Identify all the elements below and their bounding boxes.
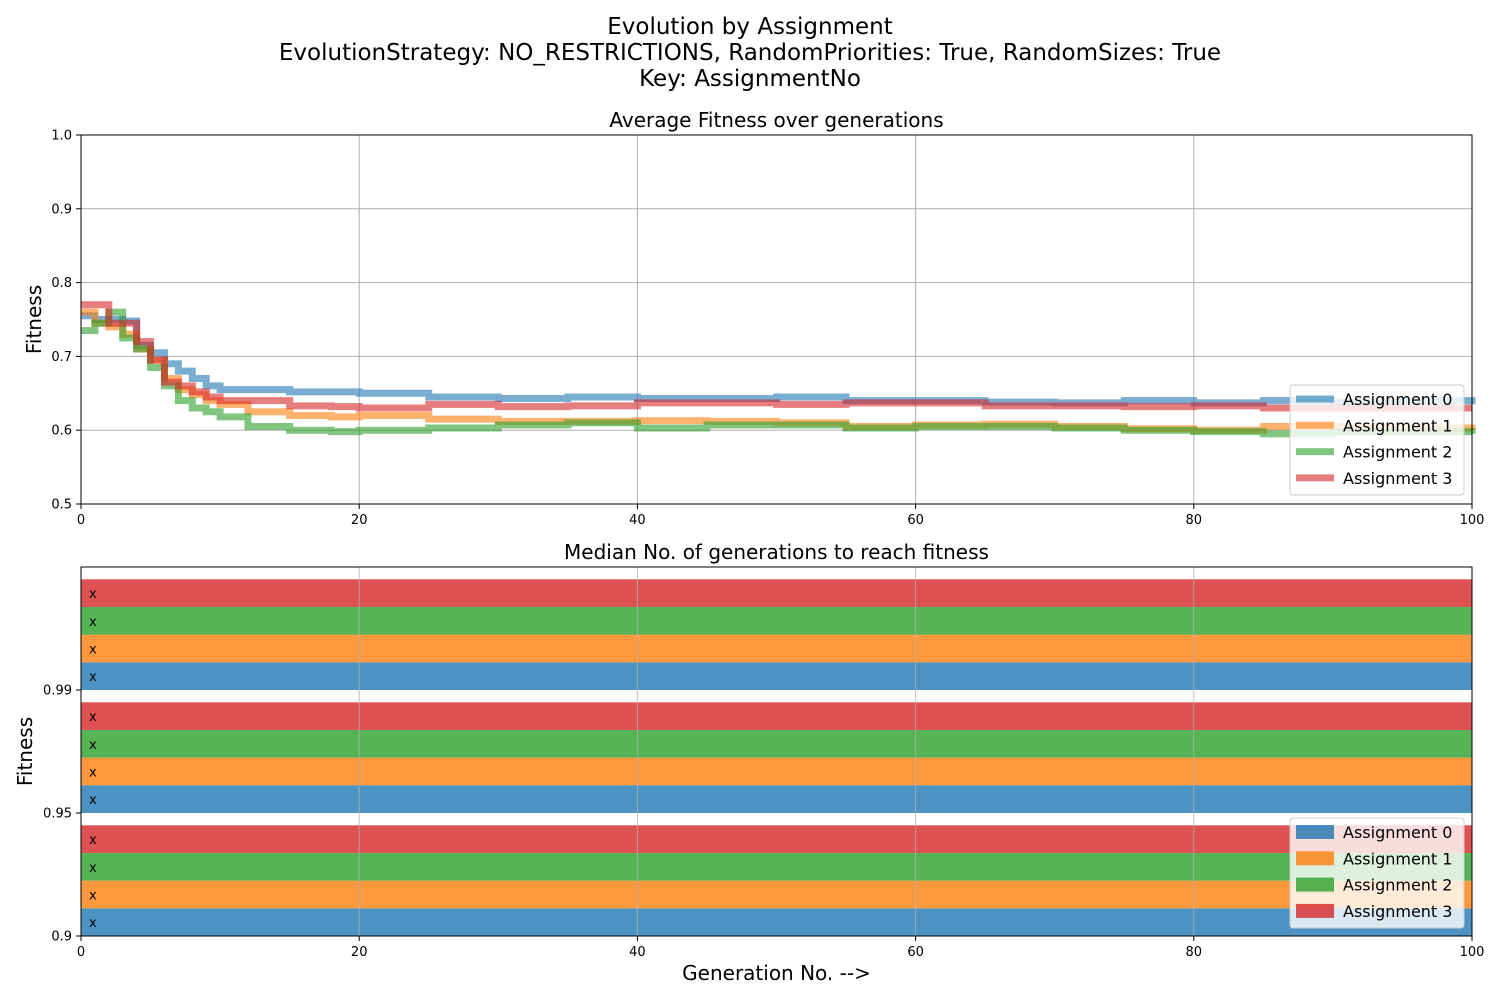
bottom-x-tick-label: 60 bbox=[907, 945, 924, 960]
top-x-tick-label: 0 bbox=[77, 513, 85, 528]
top-plot-title: Average Fitness over generations bbox=[609, 108, 943, 132]
top-y-tick-label: 0.6 bbox=[51, 424, 72, 439]
bar-marker: x bbox=[89, 615, 97, 630]
top-plot-y-axis-label: Fitness bbox=[22, 285, 46, 354]
bar-marker: x bbox=[89, 861, 97, 876]
bottom-legend-box bbox=[1289, 817, 1465, 929]
bottom-y-tick-label: 0.9 bbox=[51, 930, 72, 945]
figure-title: Evolution by Assignment EvolutionStrateg… bbox=[0, 14, 1500, 92]
top-plot-grid bbox=[80, 134, 1473, 505]
bottom-plot-x-axis-label: Generation No. --> bbox=[682, 961, 871, 985]
top-y-tick-label: 1.0 bbox=[51, 129, 72, 144]
bottom-plot-y-axis-label: Fitness bbox=[13, 717, 37, 786]
bar-marker: x bbox=[89, 765, 97, 780]
top-plot-frame bbox=[80, 134, 1473, 505]
bottom-legend-swatch-2 bbox=[1296, 877, 1334, 892]
bar-0.99-assignment-1 bbox=[81, 634, 1472, 663]
bottom-y-tick-label: 0.95 bbox=[43, 807, 72, 822]
top-plot-x-ticks: 0 20 40 60 80 100 bbox=[77, 504, 1485, 528]
top-legend-label-0: Assignment 0 bbox=[1343, 390, 1452, 409]
bar-0.99-assignment-0 bbox=[81, 662, 1472, 690]
top-series-line-assignment-0 bbox=[81, 312, 1476, 407]
top-legend-box bbox=[1289, 384, 1465, 496]
bottom-x-tick-label: 80 bbox=[1186, 945, 1203, 960]
bottom-x-tick-label: 100 bbox=[1460, 945, 1485, 960]
bottom-x-tick-label: 40 bbox=[629, 945, 646, 960]
top-legend-label-3: Assignment 3 bbox=[1343, 469, 1452, 488]
top-x-tick-label: 100 bbox=[1460, 513, 1485, 528]
top-legend-label-2: Assignment 2 bbox=[1343, 443, 1452, 462]
bottom-legend-label-0: Assignment 0 bbox=[1343, 823, 1452, 842]
top-y-tick-label: 0.8 bbox=[51, 276, 72, 291]
bottom-plot-frame bbox=[80, 566, 1473, 937]
top-x-tick-label: 80 bbox=[1186, 513, 1203, 528]
bottom-legend-swatch-1 bbox=[1296, 851, 1334, 866]
bar-0.95-assignment-0 bbox=[81, 785, 1472, 813]
bottom-legend-swatch-3 bbox=[1296, 903, 1334, 918]
figure-title-line-3: Key: AssignmentNo bbox=[639, 66, 861, 92]
top-y-tick-label: 0.7 bbox=[51, 350, 72, 365]
bar-marker: x bbox=[89, 888, 97, 903]
bar-marker: x bbox=[89, 710, 97, 725]
bottom-legend-label-2: Assignment 2 bbox=[1343, 876, 1452, 895]
top-x-tick-label: 40 bbox=[629, 513, 646, 528]
bar-0.9-assignment-0 bbox=[81, 908, 1472, 936]
bar-0.9-assignment-3 bbox=[81, 825, 1472, 853]
figure-title-line-2: EvolutionStrategy: NO_RESTRICTIONS, Rand… bbox=[278, 40, 1222, 66]
bottom-x-tick-label: 20 bbox=[351, 945, 368, 960]
bar-marker: x bbox=[89, 793, 97, 808]
bottom-plot-bars bbox=[81, 579, 1472, 936]
top-series-line-assignment-1 bbox=[81, 308, 1476, 434]
figure-title-line-1: Evolution by Assignment bbox=[607, 14, 893, 40]
bottom-legend-label-1: Assignment 1 bbox=[1343, 849, 1452, 868]
bar-0.95-assignment-3 bbox=[81, 702, 1472, 730]
bar-0.9-assignment-1 bbox=[81, 880, 1472, 909]
top-plot-series bbox=[81, 301, 1476, 438]
bar-marker: x bbox=[89, 642, 97, 657]
bottom-plot-y-ticks: 0.9 0.95 0.99 bbox=[43, 684, 81, 945]
top-y-tick-label: 0.9 bbox=[51, 202, 72, 217]
bottom-plot-legend: Assignment 0 Assignment 1 Assignment 2 Assi… bbox=[1289, 817, 1465, 929]
top-legend-label-1: Assignment 1 bbox=[1343, 416, 1452, 435]
top-plot-y-ticks: 0.5 0.6 0.7 0.8 0.9 1.0 bbox=[51, 129, 81, 513]
bottom-y-tick-label: 0.99 bbox=[43, 684, 72, 699]
top-plot-legend: Assignment 0 Assignment 1 Assignment 2 Assi… bbox=[1289, 384, 1465, 496]
bar-marker: x bbox=[89, 916, 97, 931]
bar-marker: x bbox=[89, 738, 97, 753]
top-series-line-assignment-3 bbox=[81, 301, 1472, 412]
bar-marker: x bbox=[89, 587, 97, 602]
bottom-x-tick-label: 0 bbox=[77, 945, 85, 960]
bar-0.99-assignment-2 bbox=[81, 606, 1472, 635]
bar-marker: x bbox=[89, 670, 97, 685]
bar-0.9-assignment-2 bbox=[81, 852, 1472, 881]
bottom-legend-label-3: Assignment 3 bbox=[1343, 902, 1452, 921]
top-y-tick-label: 0.5 bbox=[51, 498, 72, 513]
bar-marker: x bbox=[89, 833, 97, 848]
bar-0.95-assignment-2 bbox=[81, 729, 1472, 758]
top-x-tick-label: 60 bbox=[907, 513, 924, 528]
bar-0.95-assignment-1 bbox=[81, 757, 1472, 786]
bottom-plot-title: Median No. of generations to reach fitne… bbox=[564, 540, 989, 564]
bottom-legend-swatch-0 bbox=[1296, 825, 1334, 839]
top-x-tick-label: 20 bbox=[351, 513, 368, 528]
bar-0.99-assignment-3 bbox=[81, 579, 1472, 607]
bottom-plot-x-ticks: 0 20 40 60 80 100 bbox=[77, 936, 1485, 960]
